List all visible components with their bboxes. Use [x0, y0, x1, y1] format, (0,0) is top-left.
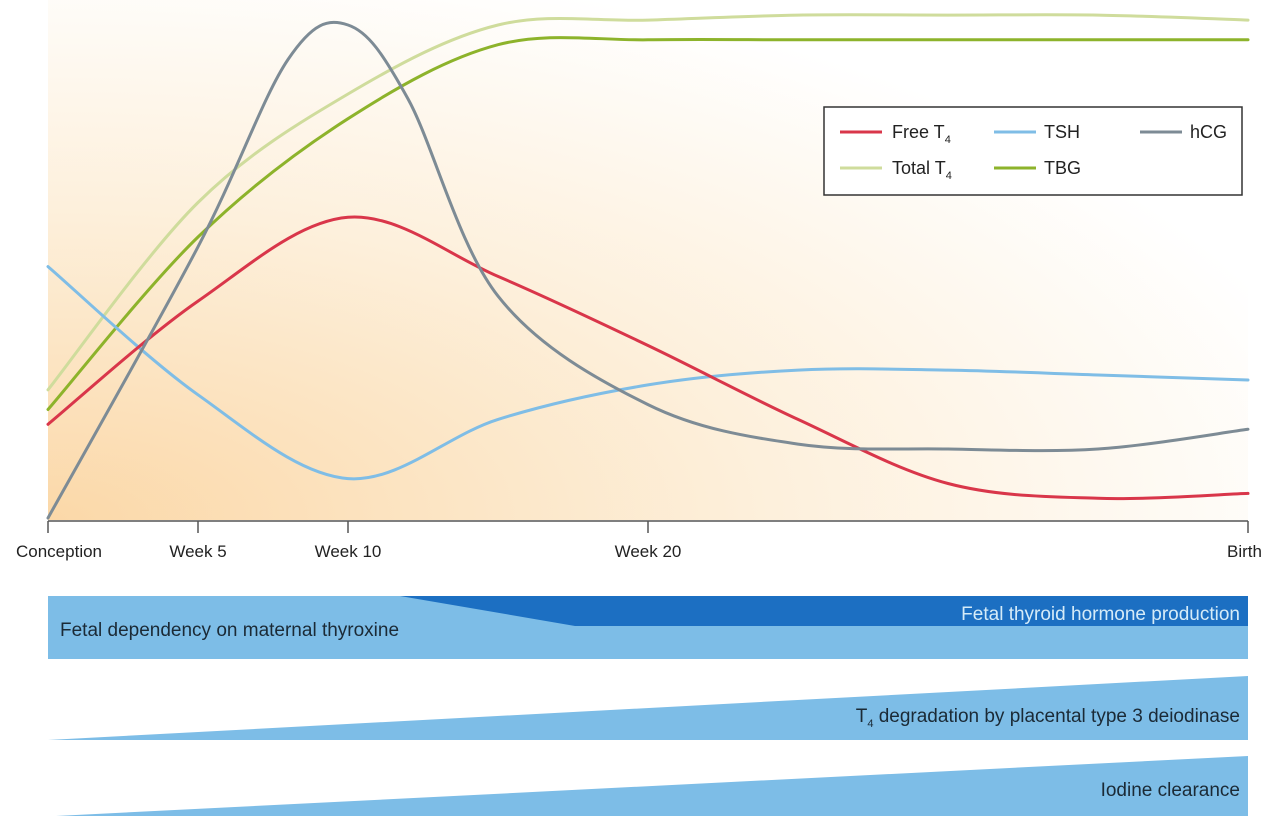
x-tick-label: Week 20 [615, 542, 682, 561]
band-label-iodine: Iodine clearance [1101, 780, 1240, 801]
band-label-degradation: T4 degradation by placental type 3 deiod… [856, 706, 1240, 730]
series-line-hcg [46, 21, 1250, 520]
bands: Fetal thyroid hormone production Fetal d… [48, 596, 1248, 816]
x-tick-label: Birth [1227, 542, 1262, 561]
series-line-tsh [46, 265, 1250, 481]
series-line-total-t4 [46, 13, 1250, 392]
x-tick-label: Conception [16, 542, 102, 561]
legend-label-total-t4: Total T4 [892, 158, 952, 182]
band-degradation-shape [48, 676, 1248, 740]
series-line-free-t4 [46, 215, 1250, 501]
series-line-tbg [46, 36, 1250, 411]
legend-label-tsh: TSH [1044, 122, 1080, 142]
plot-background [48, 0, 1248, 520]
band-label-dependency: Fetal dependency on maternal thyroxine [60, 620, 399, 641]
series-layer [46, 13, 1250, 520]
x-axis-ticks: Conception Week 5 Week 10 Week 20 Birth [16, 521, 1262, 561]
band-iodine-shape [56, 756, 1248, 816]
legend-label-hcg: hCG [1190, 122, 1227, 142]
band-production-shape [400, 596, 1248, 626]
legend-box [823, 106, 1243, 196]
band-label-production: Fetal thyroid hormone production [961, 604, 1240, 625]
legend: Free T4 TSH hCG Total T4 TBG [823, 106, 1243, 196]
x-tick-label: Week 10 [315, 542, 382, 561]
x-tick-label: Week 5 [169, 542, 226, 561]
legend-label-free-t4: Free T4 [892, 122, 951, 146]
legend-label-tbg: TBG [1044, 158, 1081, 178]
